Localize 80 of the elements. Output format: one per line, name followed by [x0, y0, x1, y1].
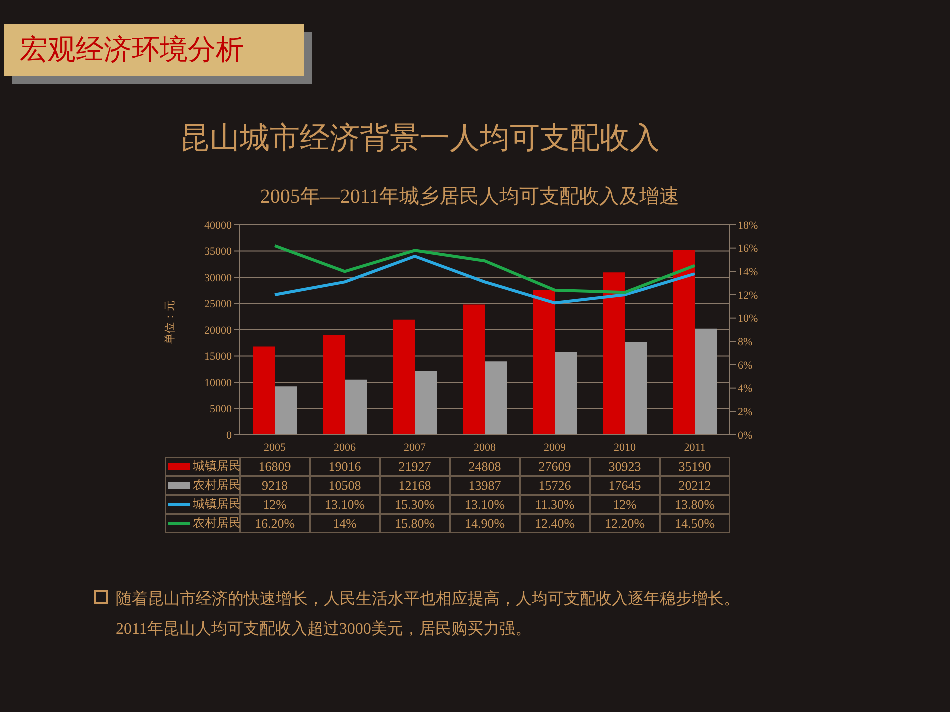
- x-tick-label: 2010: [614, 442, 636, 454]
- y2-tick-label: 18%: [738, 220, 758, 232]
- y-tick-label: 5000: [210, 404, 232, 416]
- bar: [485, 362, 507, 435]
- bar: [393, 320, 415, 435]
- y-tick-label: 20000: [204, 324, 232, 337]
- x-tick-label: 2009: [544, 442, 566, 454]
- data-label: 12.20%: [590, 514, 660, 533]
- bar: [323, 335, 345, 435]
- data-label: 12168: [380, 476, 450, 495]
- data-label: 13.80%: [660, 495, 730, 514]
- chart-title: 昆山城市经济背景一人均可支配收入: [179, 120, 661, 158]
- text: 宏观经济环境分析: [4, 24, 304, 76]
- data-label: 21927: [380, 457, 450, 476]
- bar: [603, 272, 625, 435]
- chart-subtitle: 2005年—2011年城乡居民人均可支配收入及增速: [259, 185, 681, 210]
- data-label: 19016: [310, 457, 380, 476]
- bar: [463, 304, 485, 435]
- data-label: 17645: [590, 476, 660, 495]
- data-label: 12%: [590, 495, 660, 514]
- text: 2011年昆山人均可支配收入超过3000美元，居民购买力强。: [115, 620, 532, 640]
- data-label: 16809: [240, 457, 310, 476]
- data-label: 14.90%: [450, 514, 520, 533]
- line-series: [274, 255, 696, 305]
- data-label: 14%: [310, 514, 380, 533]
- bar: [345, 380, 367, 435]
- data-label: 35190: [660, 457, 730, 476]
- y-tick-label: 40000: [204, 220, 232, 232]
- data-label: 15.30%: [380, 495, 450, 514]
- y-tick-label: 15000: [204, 351, 232, 364]
- y-tick-label: 0: [226, 430, 232, 442]
- bar: [625, 342, 647, 435]
- bar: [415, 371, 437, 435]
- data-label: 27609: [520, 457, 590, 476]
- y-tick-label: 35000: [204, 246, 232, 258]
- data-label: 15726: [520, 476, 590, 495]
- y2-tick-label: 8%: [738, 336, 753, 349]
- y2-tick-label: 10%: [738, 313, 758, 326]
- data-label: 20212: [660, 476, 730, 495]
- x-tick-label: 2005: [264, 442, 286, 454]
- y2-tick-label: 2%: [738, 406, 753, 419]
- y2-tick-label: 12%: [738, 290, 758, 302]
- bar: [253, 346, 275, 435]
- data-label: 9218: [240, 476, 310, 495]
- y2-tick-label: 0%: [738, 430, 753, 442]
- data-label: 13.10%: [450, 495, 520, 514]
- legend-label: 城镇居民: [165, 495, 241, 514]
- x-tick-label: 2008: [474, 442, 496, 454]
- data-label: 15.80%: [380, 514, 450, 533]
- data-label: 24808: [450, 457, 520, 476]
- text: 随着昆山市经济的快速增长，人民生活水平也相应提高，人均可支配收入逐年稳步增长。: [115, 590, 741, 610]
- data-label: 10508: [310, 476, 380, 495]
- data-label: 14.50%: [660, 514, 730, 533]
- x-tick-label: 2011: [684, 442, 706, 454]
- y2-tick-label: 14%: [738, 266, 758, 279]
- bar: [275, 386, 297, 435]
- y2-tick-label: 4%: [738, 383, 753, 396]
- bar: [555, 352, 577, 435]
- y-axis-title: 单位：元: [162, 300, 178, 346]
- legend-label: 农村居民: [165, 476, 241, 495]
- y-tick-label: 10000: [204, 377, 232, 390]
- x-tick-label: 2006: [334, 442, 356, 454]
- bar: [533, 290, 555, 435]
- y2-tick-label: 6%: [738, 360, 753, 372]
- bar: [673, 250, 695, 435]
- x-tick-label: 2007: [404, 442, 426, 454]
- data-label: 13.10%: [310, 495, 380, 514]
- y2-tick-label: 16%: [738, 243, 758, 256]
- legend-label: 城镇居民: [165, 457, 241, 476]
- data-label: 16.20%: [240, 514, 310, 533]
- bar: [695, 328, 717, 435]
- data-label: 12%: [240, 495, 310, 514]
- data-label: 30923: [590, 457, 660, 476]
- y-tick-label: 25000: [204, 298, 232, 311]
- data-label: 12.40%: [520, 514, 590, 533]
- line-series: [274, 244, 696, 294]
- data-label: 11.30%: [520, 495, 590, 514]
- legend-label: 农村居民: [165, 514, 241, 533]
- data-label: 13987: [450, 476, 520, 495]
- y-tick-label: 30000: [204, 272, 232, 284]
